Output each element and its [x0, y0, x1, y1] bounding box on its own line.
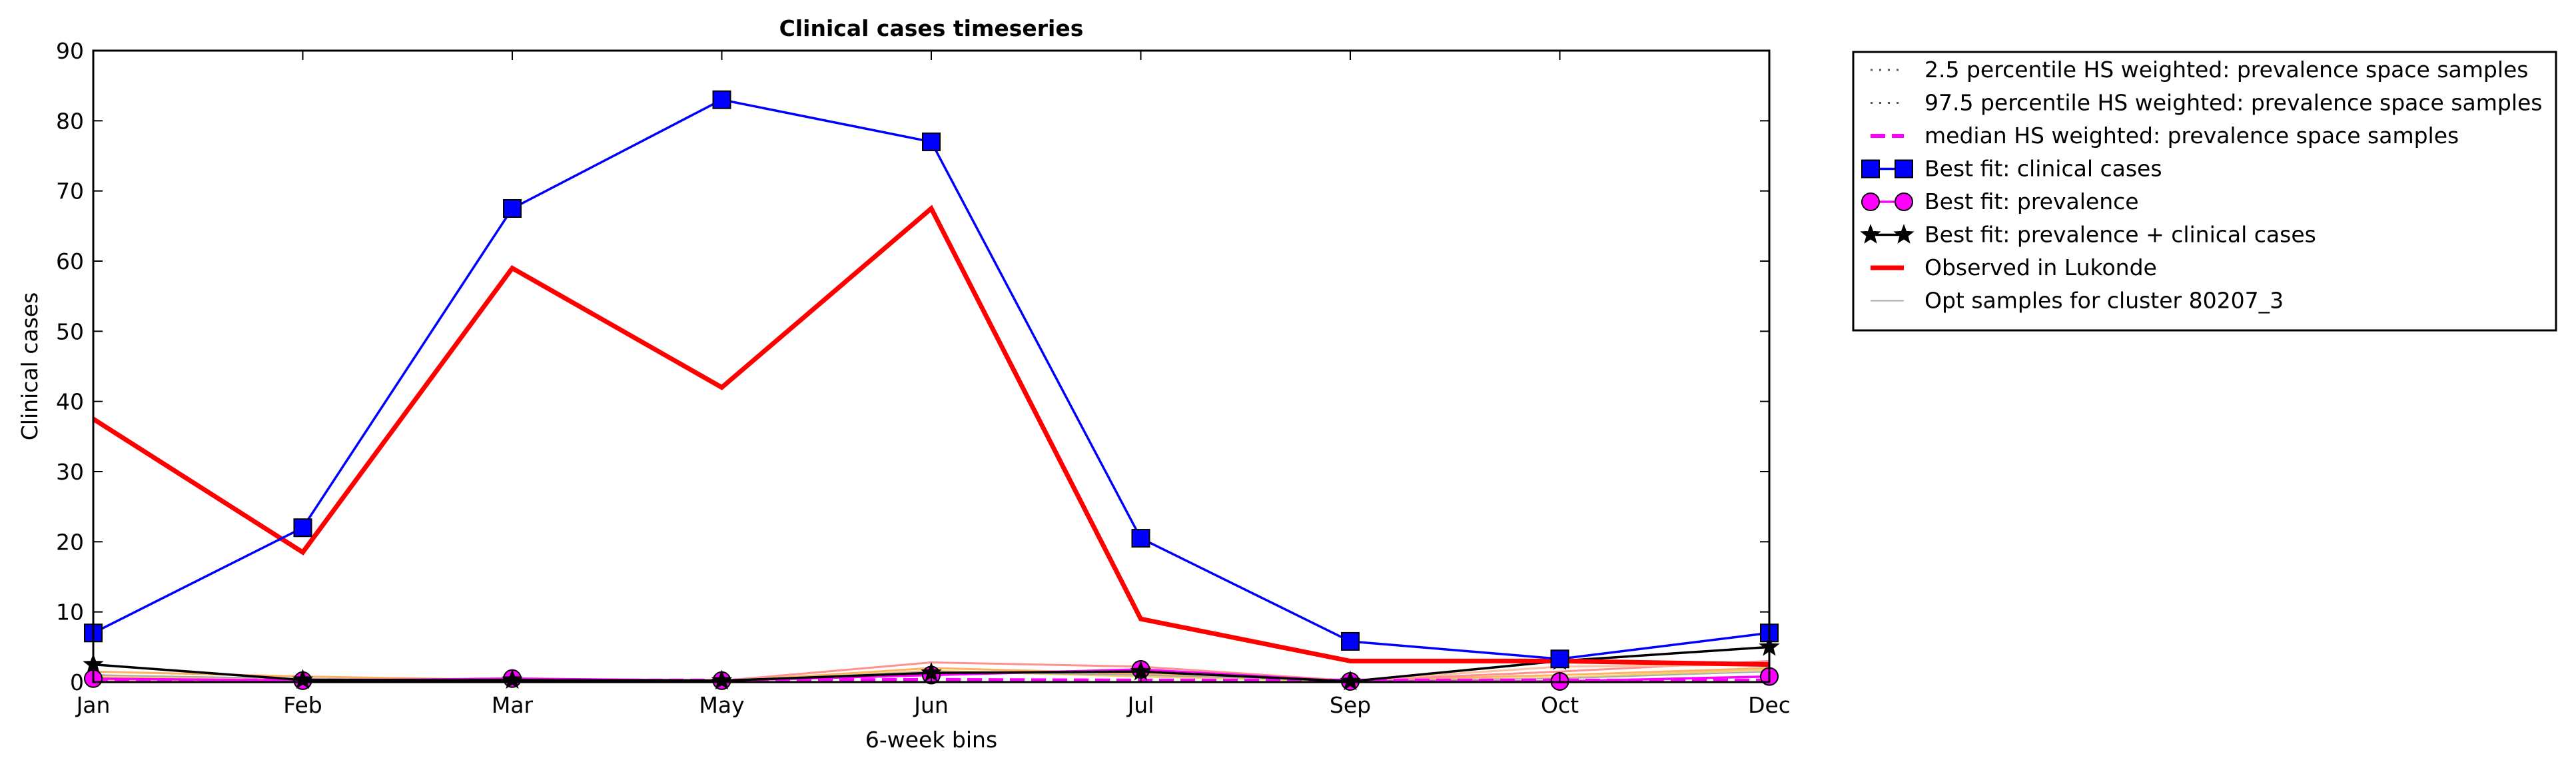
legend-label: Best fit: prevalence + clinical cases	[1925, 222, 2316, 248]
legend-marker	[1860, 224, 1881, 244]
legend-marker	[1861, 159, 1880, 179]
y-tick-label: 80	[56, 108, 84, 134]
data-point	[293, 518, 312, 538]
data-point	[1341, 631, 1360, 651]
x-tick-label: Oct	[1541, 692, 1579, 718]
data-point	[712, 90, 731, 109]
x-tick-label: Jan	[75, 692, 111, 718]
y-axis-ticks: 0 10 20 30 40 50 60 70 80 90	[56, 38, 1769, 695]
data-point	[922, 132, 941, 151]
legend-marker	[1895, 193, 1913, 211]
data-point	[503, 199, 522, 218]
x-tick-label: Sep	[1330, 692, 1371, 718]
x-tick-label: Jun	[913, 692, 949, 718]
legend-label: Observed in Lukonde	[1925, 254, 2157, 280]
y-tick-label: 40	[56, 389, 84, 415]
y-tick-label: 30	[56, 459, 84, 485]
legend-marker	[1861, 193, 1880, 211]
legend-label: Opt samples for cluster 80207_3	[1925, 288, 2284, 314]
legend-marker	[1893, 224, 1915, 244]
data-point	[1550, 649, 1569, 669]
legend: 2.5 percentile HS weighted: prevalence s…	[1852, 51, 2557, 332]
legend-label: 2.5 percentile HS weighted: prevalence s…	[1925, 57, 2529, 83]
legend-label: median HS weighted: prevalence space sam…	[1925, 123, 2459, 149]
legend-marker	[1895, 159, 1913, 179]
y-tick-label: 70	[56, 179, 84, 204]
x-tick-label: Jul	[1126, 692, 1154, 718]
x-tick-label: May	[699, 692, 744, 718]
x-tick-label: Dec	[1748, 692, 1791, 718]
chart-title: Clinical cases timeseries	[779, 15, 1084, 41]
y-tick-label: 90	[56, 38, 84, 64]
y-axis-label: Clinical cases	[17, 292, 43, 441]
x-axis-ticks: Jan Feb Mar May Jun Jul Sep Oct Dec	[75, 51, 1791, 718]
series-line	[92, 204, 1770, 667]
x-axis-label: 6-week bins	[865, 727, 997, 753]
data-point	[1131, 529, 1150, 548]
x-tick-label: Feb	[283, 692, 322, 718]
legend-label: Best fit: prevalence	[1925, 189, 2139, 214]
y-tick-label: 0	[70, 669, 84, 695]
legend-box	[1852, 51, 2557, 332]
x-tick-label: Mar	[492, 692, 534, 718]
y-tick-label: 60	[56, 248, 84, 274]
y-tick-label: 50	[56, 318, 84, 344]
y-tick-label: 20	[56, 529, 84, 555]
legend-label: Best fit: clinical cases	[1925, 156, 2162, 182]
legend-label: 97.5 percentile HS weighted: prevalence …	[1925, 90, 2543, 116]
y-tick-label: 10	[56, 599, 84, 625]
